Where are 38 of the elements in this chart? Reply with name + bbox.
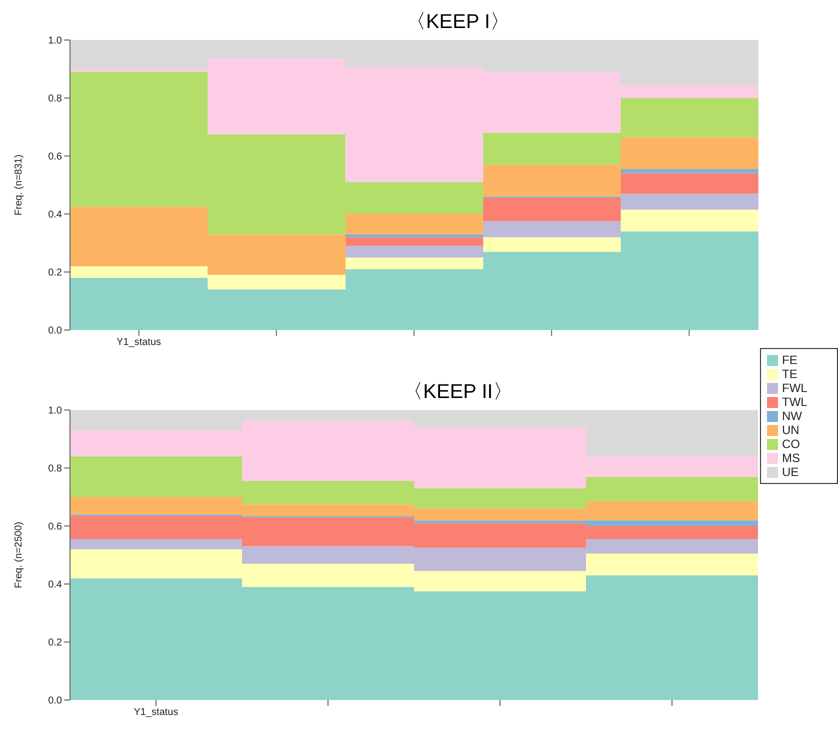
y-tick-label: 0.2 [48,268,62,279]
y-tick-label: 0.0 [48,326,62,337]
bar [620,169,758,174]
bar [345,237,484,246]
bar [482,221,621,238]
legend-label: UN [782,423,800,437]
legend-label: NW [782,409,802,423]
chart-title: 〈KEEP II〉 [403,381,513,403]
y-axis-title: Freq. (n=831) [14,154,25,216]
legend-label: FE [782,353,798,367]
y-tick-label: 1.0 [48,406,62,417]
bar [482,198,621,222]
chart-title: 〈KEEP I〉 [404,10,512,34]
y-tick-label: 0.4 [48,580,62,591]
y-tick-label: 0.4 [48,210,62,221]
legend-label: UE [782,465,799,479]
y-axis-title: Freq. (n=2500) [14,522,25,588]
bar [620,194,758,210]
y-tick-label: 1.0 [48,36,62,47]
bar [345,246,484,258]
y-tick-label: 0.6 [48,522,62,533]
y-tick-label: 0.0 [48,696,62,707]
bar [345,258,484,270]
x-tick-label: Y1_status [116,337,162,348]
x-tick-label: Y1_status [134,707,178,718]
y-tick-label: 0.8 [48,94,62,105]
legend-label: MS [782,451,800,465]
bar [620,210,758,232]
legend-label: FWL [782,381,808,395]
legend-label: CO [782,437,800,451]
legend-label: TWL [782,395,808,409]
bar [620,173,758,194]
legend-label: TE [782,367,798,381]
y-tick-label: 0.8 [48,464,62,475]
bar [482,237,621,252]
bar [345,214,484,234]
y-tick-label: 0.6 [48,152,62,163]
y-tick-label: 0.2 [48,638,62,649]
